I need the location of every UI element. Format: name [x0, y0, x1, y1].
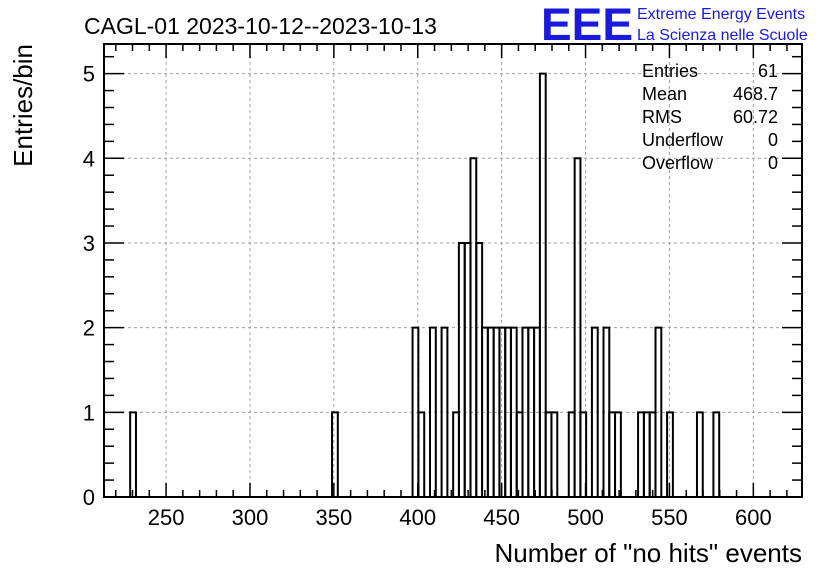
stats-label: Mean: [642, 84, 687, 104]
stats-value: 468.7: [733, 84, 778, 104]
histogram-bin: [712, 411, 721, 497]
y-tick-label: 3: [83, 231, 95, 256]
histogram-bin: [614, 411, 622, 497]
x-tick-label: 550: [651, 505, 688, 530]
histogram-bin: [573, 157, 582, 497]
histogram-bin: [440, 326, 449, 497]
histogram-bin: [590, 326, 599, 497]
histogram-bin: [550, 411, 559, 497]
histogram-bin: [538, 72, 547, 497]
stats-value: 0: [768, 153, 778, 173]
x-tick-label: 350: [316, 505, 353, 530]
stats-value: 60.72: [733, 107, 778, 127]
stats-label: Overflow: [642, 153, 714, 173]
chart-title: CAGL-01 2023-10-12--2023-10-13: [84, 13, 437, 39]
plot-frame: [103, 43, 803, 498]
x-tick-label: 450: [483, 505, 520, 530]
stats-box: Entries 61 Mean 468.7 RMS 60.72 Underflow 0 Over…: [642, 61, 778, 173]
histogram-bin: [417, 411, 426, 497]
eee-logo-mark: EEE: [541, 0, 633, 50]
histogram-bin: [331, 411, 339, 497]
axes: 250 300 350 400 450 500 550 600 0 1 2 3 4 5: [83, 43, 803, 530]
histogram-bin: [666, 411, 674, 497]
eee-logo-line2: La Scienza nelle Scuole: [637, 27, 808, 44]
eee-logo-line1: Extreme Energy Events: [637, 6, 805, 23]
histogram-bin: [654, 326, 663, 497]
eee-logo: EEE Extreme Energy Events La Scienza nel…: [541, 0, 808, 50]
x-tick-label: 250: [148, 505, 185, 530]
y-tick-label: 0: [83, 485, 95, 510]
y-axis-label: Entries/bin: [8, 44, 38, 167]
stats-label: Entries: [642, 61, 698, 81]
x-tick-label: 300: [232, 505, 269, 530]
y-tick-label: 4: [83, 146, 95, 171]
histogram-bin: [429, 326, 437, 497]
stats-value: 0: [768, 130, 778, 150]
histogram-bin: [579, 411, 588, 497]
stats-label: Underflow: [642, 130, 724, 150]
y-tick-label: 5: [83, 62, 95, 87]
x-axis-label: Number of "no hits" events: [495, 538, 803, 568]
stats-value: 61: [758, 61, 778, 81]
histogram-bin: [129, 411, 137, 497]
y-tick-label: 1: [83, 400, 95, 425]
stats-label: RMS: [642, 107, 682, 127]
histogram-bars: [129, 72, 721, 497]
histogram-bin: [695, 411, 704, 497]
x-tick-label: 500: [567, 505, 604, 530]
y-tick-label: 2: [83, 316, 95, 341]
x-tick-label: 400: [399, 505, 436, 530]
x-tick-label: 600: [735, 505, 772, 530]
